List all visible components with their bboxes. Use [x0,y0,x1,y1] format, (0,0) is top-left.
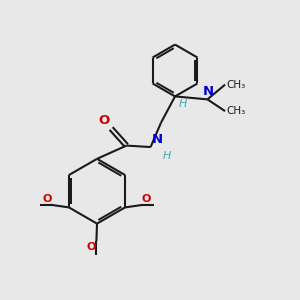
Text: N: N [152,133,163,146]
Text: CH₃: CH₃ [226,80,246,90]
Text: O: O [142,194,151,204]
Text: CH₃: CH₃ [226,106,246,116]
Text: O: O [43,194,52,204]
Text: H: H [163,152,171,161]
Text: O: O [86,242,96,252]
Text: O: O [98,114,110,127]
Text: H: H [179,99,188,109]
Text: N: N [202,85,214,98]
